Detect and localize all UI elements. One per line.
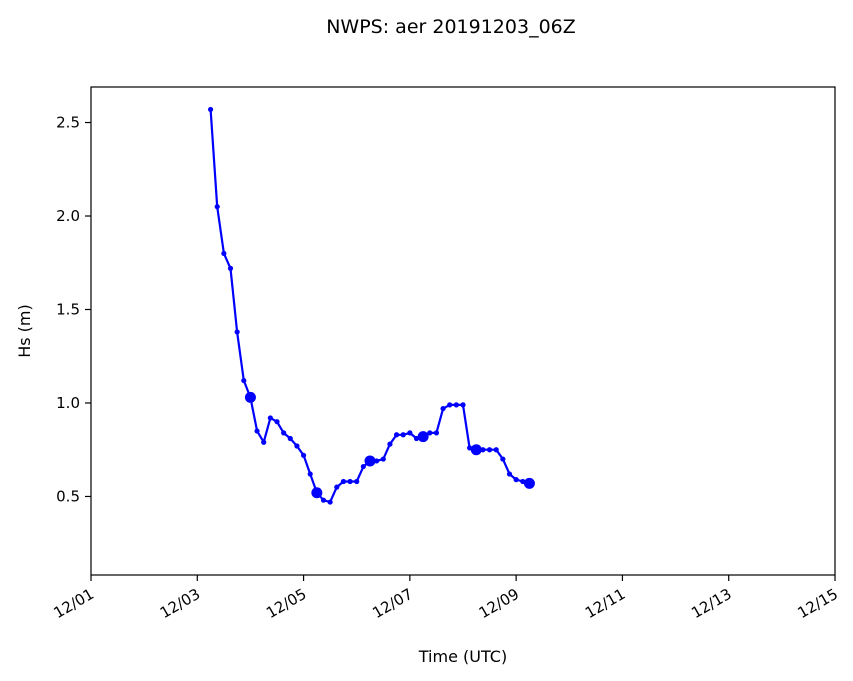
data-point [400, 432, 406, 438]
data-point [440, 405, 446, 412]
data-point [486, 447, 493, 453]
y-tick-label: 1.5 [56, 300, 80, 318]
data-point [334, 484, 340, 490]
data-point [506, 471, 513, 477]
data-point-large [364, 455, 376, 467]
data-point [360, 463, 366, 470]
y-tick-label: 2.0 [56, 207, 80, 225]
data-point [433, 430, 440, 436]
data-point [287, 435, 293, 442]
data-point [227, 265, 234, 271]
plot-frame [90, 86, 836, 576]
data-point [307, 471, 313, 477]
data-point [261, 439, 267, 445]
data-point [380, 456, 386, 462]
data-point [347, 478, 353, 485]
data-point [221, 250, 227, 257]
data-point [281, 430, 287, 436]
chart-title: NWPS: aer 20191203_06Z [326, 16, 576, 38]
data-point [207, 106, 214, 113]
data-point [354, 478, 360, 485]
data-point [460, 402, 466, 408]
data-point [241, 377, 247, 384]
y-tick-label: 1.0 [56, 394, 80, 412]
x-axis-label: Time (UTC) [418, 647, 507, 666]
data-point [300, 452, 307, 458]
data-point [320, 497, 327, 503]
data-point-large [417, 431, 429, 443]
data-point [234, 329, 240, 335]
data-point-large [523, 477, 535, 489]
y-axis-label: Hs (m) [15, 304, 34, 358]
data-point [274, 419, 280, 425]
data-point-large [470, 444, 482, 456]
data-point [393, 432, 400, 438]
data-point-large [244, 391, 256, 403]
data-point [267, 415, 273, 421]
data-point [214, 204, 220, 210]
data-point [427, 430, 433, 436]
y-tick-label: 0.5 [56, 487, 80, 505]
data-point [254, 428, 260, 434]
data-point [493, 447, 499, 453]
data-point-large [311, 487, 323, 499]
data-point [500, 456, 506, 462]
data-point [294, 443, 300, 449]
data-point [513, 477, 519, 483]
data-point [387, 441, 393, 447]
data-point [340, 478, 347, 485]
series-hs [207, 106, 535, 505]
data-point [327, 499, 333, 505]
data-point [453, 402, 459, 408]
y-tick-label: 2.5 [56, 114, 80, 132]
data-point [447, 402, 453, 408]
y-axis: 0.5 1.0 1.5 2.0 2.5 [56, 114, 91, 505]
data-point [407, 430, 413, 436]
